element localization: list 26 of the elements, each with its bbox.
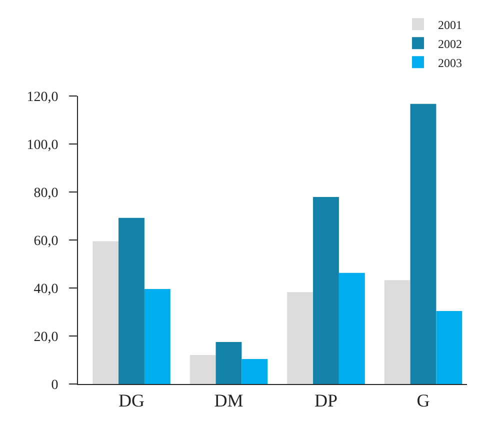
bar	[410, 104, 436, 384]
legend-label: 2002	[438, 36, 462, 51]
bar	[92, 241, 119, 384]
bar	[313, 197, 339, 384]
y-tick-label: 20,0	[34, 330, 58, 345]
bar	[338, 272, 365, 384]
y-tick-label: 100,0	[26, 138, 58, 153]
x-tick-label: DG	[118, 390, 144, 411]
bar	[287, 292, 314, 384]
y-tick-label: 40,0	[34, 282, 58, 297]
x-tick-label: DM	[214, 390, 244, 411]
y-tick-label: 120,0	[26, 90, 58, 105]
x-tick-label: DP	[314, 390, 338, 411]
bar	[384, 280, 410, 384]
bar	[190, 354, 216, 384]
y-tick-label: 60,0	[34, 234, 58, 249]
bar	[242, 359, 268, 384]
bar	[216, 342, 242, 384]
y-tick-label: 0	[51, 378, 58, 393]
legend-label: 2003	[438, 56, 462, 70]
x-tick-label: G	[416, 390, 430, 411]
bar	[436, 311, 462, 384]
legend-label: 2001	[438, 18, 462, 32]
y-tick-label: 80,0	[34, 186, 58, 201]
bar	[118, 218, 144, 384]
bar	[144, 288, 170, 384]
